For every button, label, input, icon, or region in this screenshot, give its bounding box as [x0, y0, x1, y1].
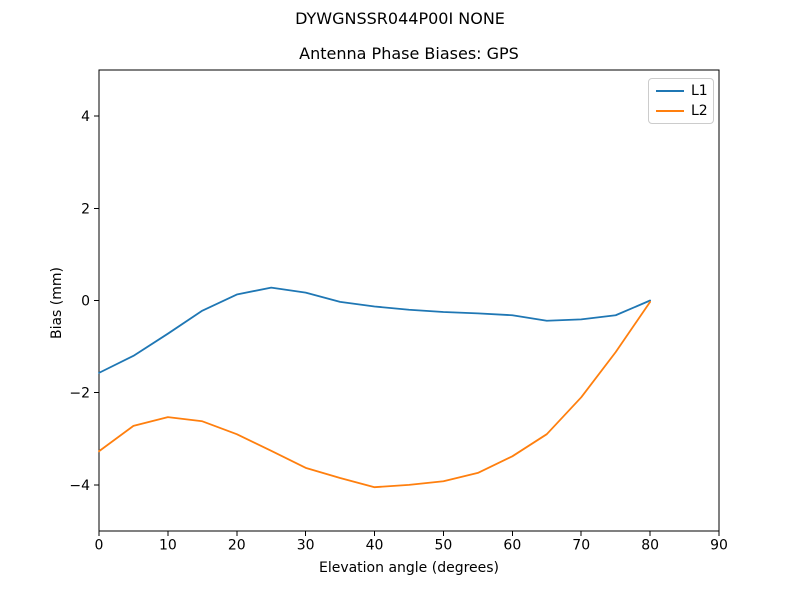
x-tick-label-80: 80	[641, 538, 659, 554]
legend-item-l1: L1	[656, 83, 708, 100]
legend-item-l2: L2	[656, 102, 708, 119]
legend-line-sample-l2	[656, 109, 684, 112]
y-axis-label: Bias (mm)	[49, 266, 65, 340]
y-tick-label-0: 0	[81, 294, 90, 310]
x-tick-label-20: 20	[228, 538, 246, 554]
y-tick-label-4: 4	[81, 109, 90, 125]
series-line-l2	[98, 300, 652, 489]
legend-line-sample-l1	[656, 90, 684, 93]
x-axis-label: Elevation angle (degrees)	[318, 560, 500, 576]
series-line-l1	[98, 286, 652, 374]
x-tick-label-60: 60	[503, 538, 521, 554]
y-tick-label--4: −4	[69, 478, 90, 494]
y-tick-label--2: −2	[69, 386, 90, 402]
x-tick-label-90: 90	[710, 538, 728, 554]
x-tick-label-70: 70	[572, 538, 590, 554]
x-tick-label-10: 10	[159, 538, 177, 554]
axes-spines	[98, 69, 720, 532]
x-tick-label-50: 50	[435, 538, 453, 554]
legend-label-l1: L1	[691, 83, 708, 100]
x-tick-label-30: 30	[297, 538, 315, 554]
x-tick-label-0: 0	[95, 538, 104, 554]
legend: L1 L2	[648, 78, 714, 124]
legend-label-l2: L2	[691, 102, 708, 119]
x-tick-label-40: 40	[366, 538, 384, 554]
y-tick-label-2: 2	[81, 201, 90, 217]
axes-title: Antenna Phase Biases: GPS	[299, 44, 519, 63]
figure-title: DYWGNSSR044P00I NONE	[295, 9, 505, 28]
